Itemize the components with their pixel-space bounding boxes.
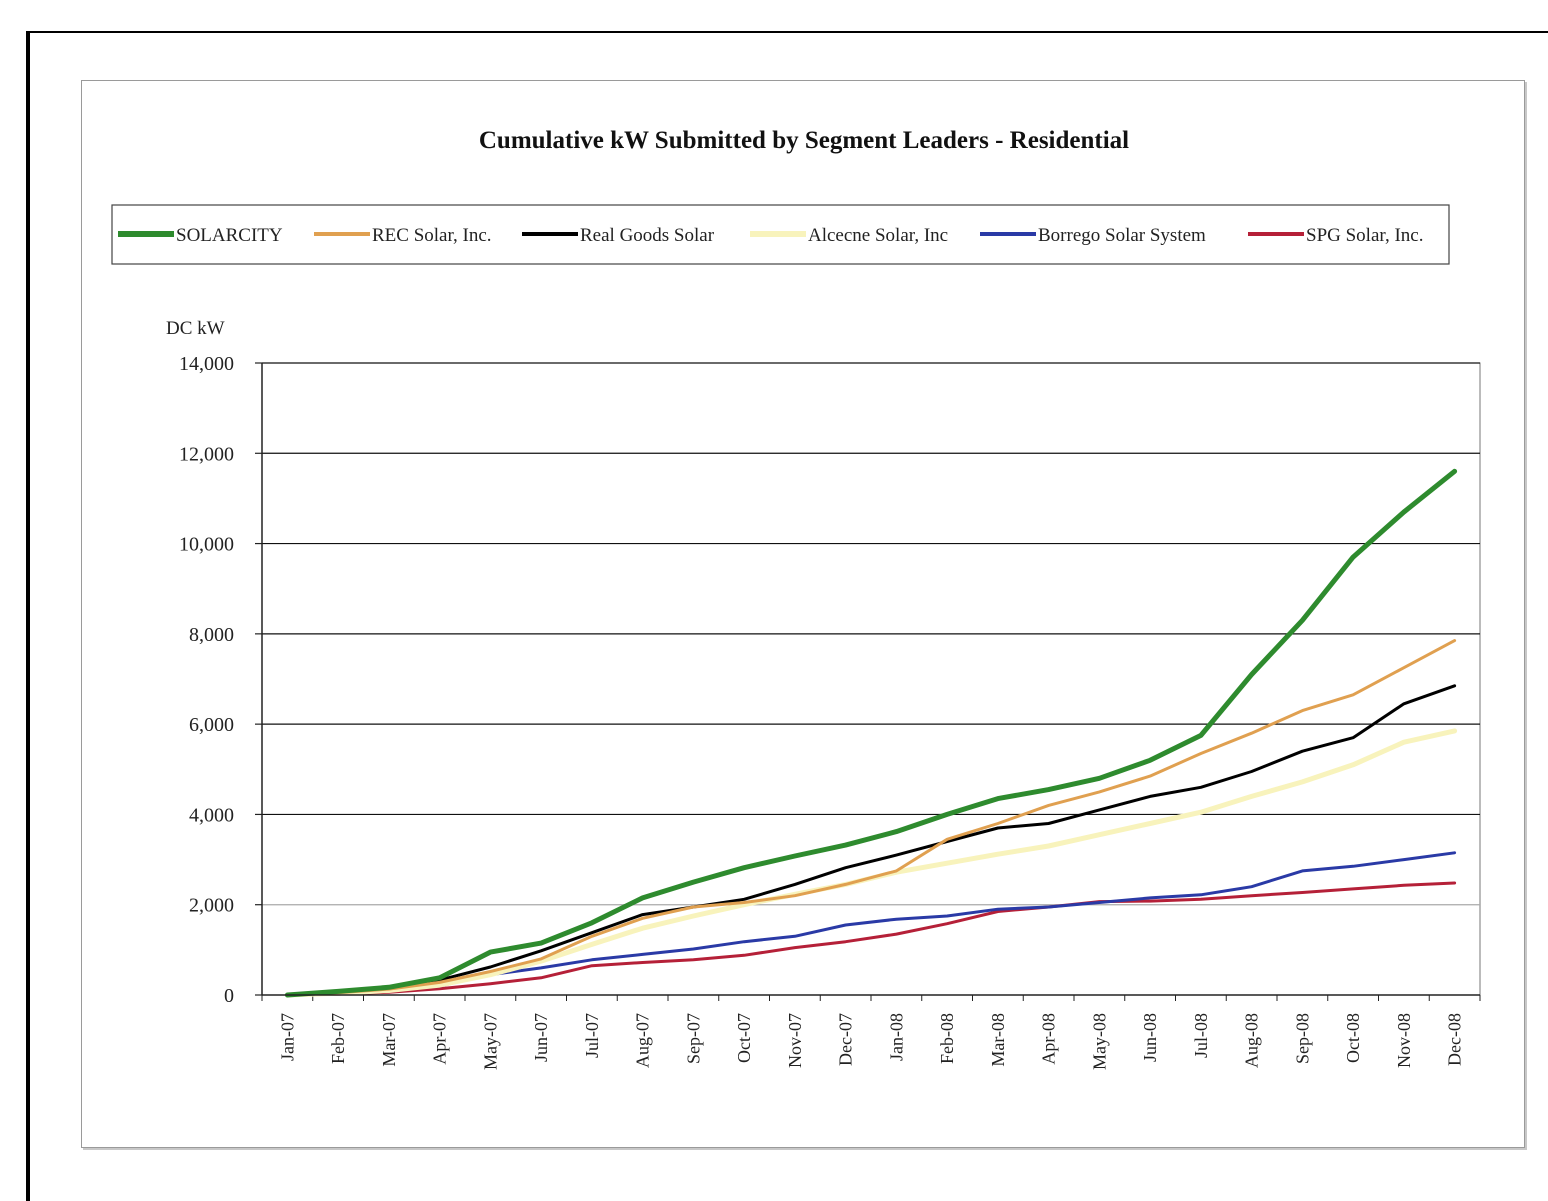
x-tick-label: Jun-08 [1140, 1013, 1160, 1062]
legend-label: REC Solar, Inc. [372, 225, 492, 246]
x-tick-label: Mar-08 [988, 1013, 1008, 1067]
x-tick-label: Jan-07 [277, 1013, 297, 1061]
series-line-real-goods-solar [285, 684, 1457, 997]
y-tick-label: 10,000 [179, 534, 234, 556]
x-tick-label: Oct-07 [734, 1013, 754, 1063]
x-tick-label: Dec-07 [836, 1013, 856, 1066]
x-tick-label: Sep-07 [683, 1013, 703, 1064]
y-tick-label: 12,000 [179, 443, 234, 465]
page-frame [26, 31, 1548, 1201]
legend-item: SPG Solar, Inc. [1248, 225, 1423, 246]
legend-item: SOLARCITY [118, 225, 283, 246]
x-tick-label: Sep-08 [1292, 1013, 1312, 1064]
x-tick-label: Jan-08 [886, 1013, 906, 1061]
plot-area [261, 362, 1481, 996]
x-tick-label: Jun-07 [531, 1013, 551, 1062]
x-axis-ticks: Jan-07 Feb-07 Mar-07 Apr-07 May-07 Jun-07 Jul-… [261, 995, 1481, 1070]
y-tick-label: 0 [224, 985, 234, 1007]
legend-label: Borrego Solar System [1038, 225, 1206, 246]
series-line-rec-solar-inc [285, 639, 1457, 997]
x-tick-label: Aug-07 [633, 1013, 653, 1068]
legend-label: Alcecne Solar, Inc [808, 225, 948, 246]
series-line-solarcity [284, 468, 1458, 998]
y-tick-label: 8,000 [189, 624, 234, 646]
x-tick-label: May-07 [480, 1013, 500, 1070]
x-tick-label: Feb-07 [328, 1013, 348, 1064]
y-tick-label: 14,000 [179, 353, 234, 375]
x-tick-label: Apr-07 [430, 1013, 450, 1065]
x-tick-label: Mar-07 [379, 1013, 399, 1067]
x-tick-label: Jul-07 [582, 1013, 602, 1058]
x-tick-label: May-08 [1089, 1013, 1109, 1070]
x-tick-label: Oct-08 [1343, 1013, 1363, 1063]
x-tick-label: Jul-08 [1191, 1013, 1211, 1058]
legend-item: Borrego Solar System [980, 225, 1206, 246]
axes [261, 363, 1480, 996]
chart-title: Cumulative kW Submitted by Segment Leade… [479, 127, 1129, 154]
y-tick-label: 2,000 [189, 895, 234, 917]
legend-label: Real Goods Solar [580, 225, 715, 246]
x-tick-label: Apr-08 [1039, 1013, 1059, 1065]
y-axis-ticks: 0 2,000 4,000 6,000 8,000 10,000 12,000 14,000 [179, 353, 262, 1007]
series-lines [284, 468, 1458, 998]
series-line-spg-solar-inc [285, 881, 1457, 997]
series-line-alcecne-solar-inc [284, 728, 1458, 998]
chart-card: Cumulative kW Submitted by Segment Leade… [81, 80, 1525, 1148]
legend-label: SPG Solar, Inc. [1306, 225, 1423, 246]
x-tick-label: Nov-08 [1394, 1013, 1414, 1068]
legend-item: Alcecne Solar, Inc [750, 225, 948, 246]
x-tick-label: Aug-08 [1242, 1013, 1262, 1068]
legend-item: Real Goods Solar [522, 225, 715, 246]
grid [261, 362, 1481, 996]
chart-svg: Cumulative kW Submitted by Segment Leade… [111, 127, 1481, 1070]
x-tick-label: Nov-07 [785, 1013, 805, 1068]
legend: SOLARCITY REC Solar, Inc. Real Goods Solar… [118, 225, 1423, 246]
x-tick-label: Feb-08 [937, 1013, 957, 1064]
y-axis-label: DC kW [166, 318, 225, 339]
legend-item: REC Solar, Inc. [314, 225, 492, 246]
legend-label: SOLARCITY [176, 225, 283, 246]
x-tick-label: Dec-08 [1445, 1013, 1465, 1066]
y-tick-label: 4,000 [189, 804, 234, 826]
y-tick-label: 6,000 [189, 714, 234, 736]
